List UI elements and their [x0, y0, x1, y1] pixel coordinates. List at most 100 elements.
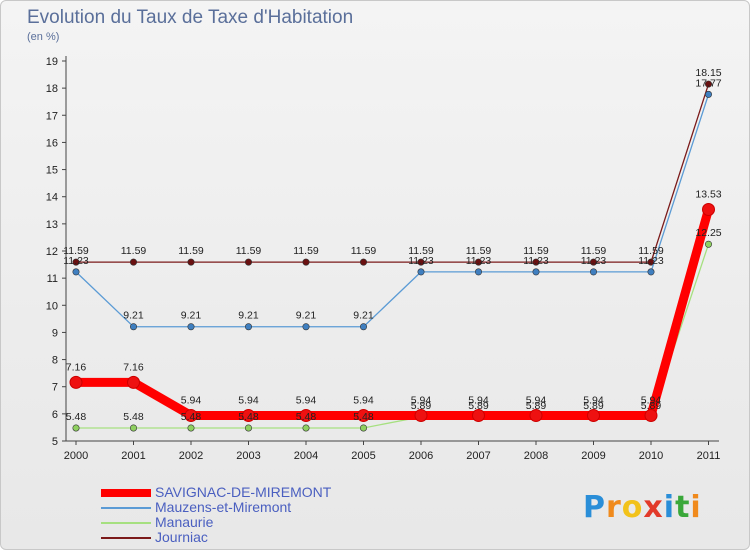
x-tick-label: 2002 — [179, 450, 203, 462]
data-label: 5.48 — [123, 411, 144, 423]
x-tick-label: 2009 — [581, 450, 605, 462]
logo-letter: i — [690, 490, 702, 525]
data-label: 5.94 — [526, 394, 547, 406]
data-point — [299, 408, 313, 422]
chart-data-labels: 11.59 11.59 11.59 11.59 11.59 11.59 11.59 11.59… — [63, 67, 722, 423]
data-label: 11.59 — [236, 245, 262, 257]
data-label: 7.16 — [66, 361, 87, 373]
legend-swatch — [101, 537, 151, 539]
data-point — [704, 80, 712, 88]
data-label: 5.94 — [181, 394, 202, 406]
chart-title: Evolution du Taux de Taxe d'Habitation — [27, 7, 354, 28]
data-point — [302, 258, 310, 266]
y-tick-label: 10 — [46, 300, 58, 312]
data-point — [589, 268, 597, 276]
data-label: 9.21 — [353, 310, 374, 322]
data-label: 5.48 — [353, 411, 374, 423]
data-point — [357, 408, 370, 422]
y-tick-label: 12 — [46, 246, 58, 258]
data-label: 11.59 — [523, 245, 549, 257]
y-tick-label: 7 — [52, 382, 58, 394]
data-point — [302, 424, 310, 432]
data-label: 17.77 — [695, 77, 721, 89]
data-point — [187, 323, 195, 331]
legend-swatch — [101, 507, 151, 509]
y-tick-label: 17 — [46, 110, 58, 122]
data-label: 9.21 — [238, 310, 259, 322]
data-label: 5.94 — [353, 394, 374, 406]
y-tick-label: 15 — [46, 165, 58, 177]
data-point — [130, 258, 138, 266]
series-line — [75, 93, 710, 328]
logo-letter: x — [643, 490, 664, 525]
data-label: 5.94 — [411, 394, 432, 406]
data-label: 11.59 — [581, 245, 607, 257]
data-label: 7.16 — [123, 361, 144, 373]
data-label: 5.48 — [238, 411, 259, 423]
data-label: 5.48 — [181, 411, 202, 423]
x-tick-label: 2008 — [524, 450, 548, 462]
data-point — [644, 408, 658, 422]
logo-letter: i — [663, 490, 676, 525]
data-point — [474, 268, 482, 276]
data-point — [242, 408, 255, 422]
data-label: 11.59 — [466, 245, 492, 257]
data-label: 11.23 — [581, 255, 607, 267]
data-point — [532, 258, 540, 266]
series-line — [71, 204, 713, 420]
data-point — [414, 408, 428, 422]
data-label: 18.15 — [695, 67, 721, 79]
logo-letter: o — [621, 490, 644, 525]
data-label: 9.21 — [123, 310, 144, 322]
legend-label: Mauzens-et-Miremont — [155, 499, 292, 515]
x-tick-label: 2005 — [351, 450, 375, 462]
y-tick-label: 11 — [47, 273, 58, 285]
data-point — [245, 258, 253, 266]
data-label: 5.48 — [66, 411, 87, 423]
y-tick-label: 18 — [46, 83, 58, 95]
data-label: 11.23 — [408, 255, 434, 267]
data-point — [245, 424, 253, 432]
data-point — [72, 424, 80, 432]
proxiti-logo: Proxiti — [583, 490, 702, 525]
data-point — [587, 408, 600, 422]
x-tick-label: 2010 — [639, 450, 663, 462]
x-tick-label: 2006 — [409, 450, 433, 462]
data-label: 5.94 — [583, 394, 604, 406]
data-point — [589, 258, 597, 266]
x-tick-label: 2007 — [466, 450, 490, 462]
x-tick-label: 2003 — [236, 450, 260, 462]
legend-swatch — [101, 522, 151, 524]
data-label: 5.94 — [238, 394, 259, 406]
logo-letter: r — [606, 490, 622, 525]
data-label: 11.59 — [63, 245, 89, 257]
data-label: 5.94 — [641, 394, 662, 406]
data-label: 11.59 — [408, 245, 434, 257]
data-label: 5.89 — [583, 400, 604, 412]
data-label: 11.59 — [638, 245, 664, 257]
data-label: 11.59 — [293, 245, 319, 257]
data-point — [72, 268, 80, 276]
data-point — [72, 258, 80, 266]
x-tick-label: 2001 — [121, 450, 145, 462]
data-point — [187, 258, 195, 266]
data-point — [702, 202, 715, 216]
data-point — [130, 424, 138, 432]
data-point — [69, 375, 83, 389]
chart-series — [69, 80, 715, 432]
chart-unit-label: (en %) — [27, 31, 60, 43]
y-tick-label: 19 — [46, 56, 58, 68]
data-label: 5.48 — [296, 411, 317, 423]
data-label: 11.59 — [351, 245, 377, 257]
data-point — [417, 258, 425, 266]
data-point — [472, 408, 485, 422]
data-point — [532, 268, 540, 276]
data-point — [130, 323, 138, 331]
data-label: 5.94 — [468, 394, 489, 406]
legend-swatch — [101, 489, 151, 497]
y-tick-label: 14 — [46, 192, 58, 204]
data-point — [359, 323, 367, 331]
data-label: 5.89 — [411, 400, 432, 412]
y-tick-label: 6 — [52, 409, 58, 421]
